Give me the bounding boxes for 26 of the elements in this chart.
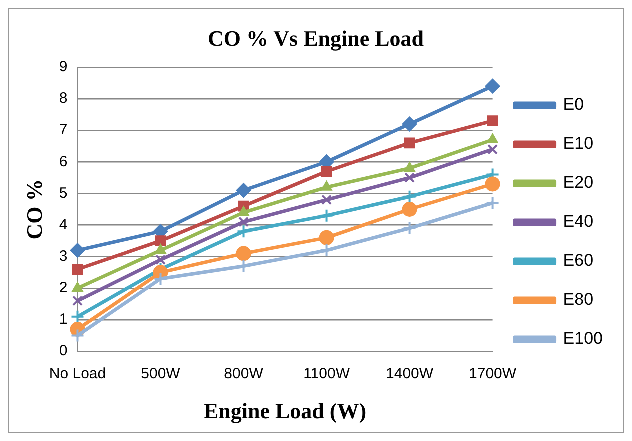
x-tick-label: 500W <box>141 366 182 383</box>
legend-label: E40 <box>563 212 594 232</box>
legend-label: E100 <box>563 329 603 348</box>
x-tick-label: 1700W <box>469 366 518 383</box>
legend-label: E60 <box>563 251 594 270</box>
y-tick-label: 0 <box>59 342 68 360</box>
x-tick-label: 1400W <box>386 366 434 383</box>
y-tick-label: 1 <box>59 311 68 328</box>
y-tick-label: 3 <box>59 248 68 266</box>
x-tick-label: 800W <box>224 366 264 383</box>
legend-label: E80 <box>563 290 594 310</box>
y-tick-label: 9 <box>59 58 68 76</box>
y-tick-label: 6 <box>59 153 68 170</box>
legend-label: E10 <box>563 134 594 154</box>
y-axis-title: CO % <box>22 179 47 240</box>
legend-label: E0 <box>563 95 584 114</box>
y-tick-label: 7 <box>59 122 68 139</box>
chart-title: CO % Vs Engine Load <box>208 26 424 51</box>
y-tick-label: 5 <box>59 184 68 202</box>
legend-label: E20 <box>563 173 594 192</box>
x-tick-label: 1100W <box>304 366 351 383</box>
y-tick-label: 2 <box>59 280 68 297</box>
y-tick-label: 8 <box>59 90 68 108</box>
x-axis-title: Engine Load (W) <box>204 398 367 424</box>
y-tick-label: 4 <box>59 216 68 234</box>
x-tick-label: No Load <box>49 366 106 383</box>
